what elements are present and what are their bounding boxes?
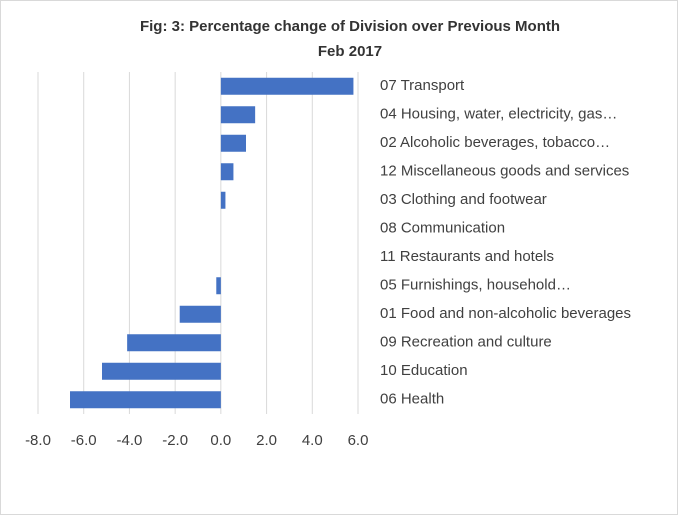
x-tick-label: 0.0 bbox=[210, 432, 231, 449]
bar bbox=[102, 362, 221, 380]
x-tick-label: -4.0 bbox=[116, 432, 142, 449]
bar bbox=[220, 134, 246, 152]
bar bbox=[220, 191, 226, 209]
category-label: 09 Recreation and culture bbox=[380, 334, 552, 351]
category-label: 01 Food and non-alcoholic beverages bbox=[380, 305, 631, 322]
x-tick-label: 2.0 bbox=[256, 432, 277, 449]
x-tick-label: 4.0 bbox=[302, 432, 323, 449]
bar bbox=[220, 106, 256, 124]
bar bbox=[220, 77, 354, 95]
category-label: 08 Communication bbox=[380, 220, 505, 237]
chart-title: Fig: 3: Percentage change of Division ov… bbox=[140, 18, 560, 35]
chart-subtitle: Feb 2017 bbox=[318, 43, 382, 60]
category-label: 11 Restaurants and hotels bbox=[380, 248, 554, 265]
x-tick-label: -8.0 bbox=[25, 432, 51, 449]
x-tick-label: -2.0 bbox=[162, 432, 188, 449]
category-label: 12 Miscellaneous goods and services bbox=[380, 163, 629, 180]
x-tick-label: 6.0 bbox=[348, 432, 369, 449]
x-tick-label: -6.0 bbox=[71, 432, 97, 449]
category-label: 07 Transport bbox=[380, 77, 465, 94]
bar bbox=[179, 305, 221, 323]
category-label: 05 Furnishings, household… bbox=[380, 277, 571, 294]
category-label: 06 Health bbox=[380, 391, 444, 408]
category-label: 10 Education bbox=[380, 362, 468, 379]
category-label: 02 Alcoholic beverages, tobacco… bbox=[380, 134, 610, 151]
bar bbox=[70, 391, 221, 409]
bar bbox=[127, 334, 221, 352]
category-label: 04 Housing, water, electricity, gas… bbox=[380, 106, 617, 123]
bar bbox=[220, 163, 234, 181]
category-label: 03 Clothing and footwear bbox=[380, 191, 547, 208]
bar bbox=[216, 277, 221, 295]
